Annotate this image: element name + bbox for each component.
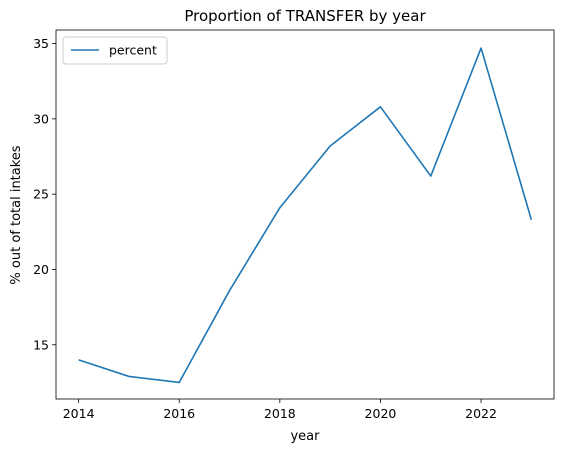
y-tick-label: 15 <box>33 337 49 352</box>
legend: percent <box>62 36 168 65</box>
x-tick-label: 2018 <box>264 406 296 421</box>
x-axis-label: year <box>290 429 320 444</box>
x-axis: 2014 2016 2018 2020 2022 <box>63 399 497 421</box>
series-line-percent <box>78 47 533 384</box>
y-axis: 15 20 25 30 35 <box>33 36 56 352</box>
series-layer <box>78 47 533 384</box>
legend-box <box>62 36 168 65</box>
x-tick-label: 2016 <box>163 406 195 421</box>
chart-title: Proportion of TRANSFER by year <box>184 7 426 25</box>
y-tick-label: 20 <box>33 262 49 277</box>
y-tick-label: 35 <box>33 36 49 51</box>
x-tick-label: 2014 <box>63 406 95 421</box>
plot-area <box>55 29 555 400</box>
y-axis-label: % out of total intakes <box>9 145 24 284</box>
legend-label: percent <box>109 43 157 58</box>
x-tick-label: 2022 <box>465 406 497 421</box>
y-tick-label: 30 <box>33 111 49 126</box>
y-tick-label: 25 <box>33 187 49 202</box>
x-tick-label: 2020 <box>365 406 397 421</box>
